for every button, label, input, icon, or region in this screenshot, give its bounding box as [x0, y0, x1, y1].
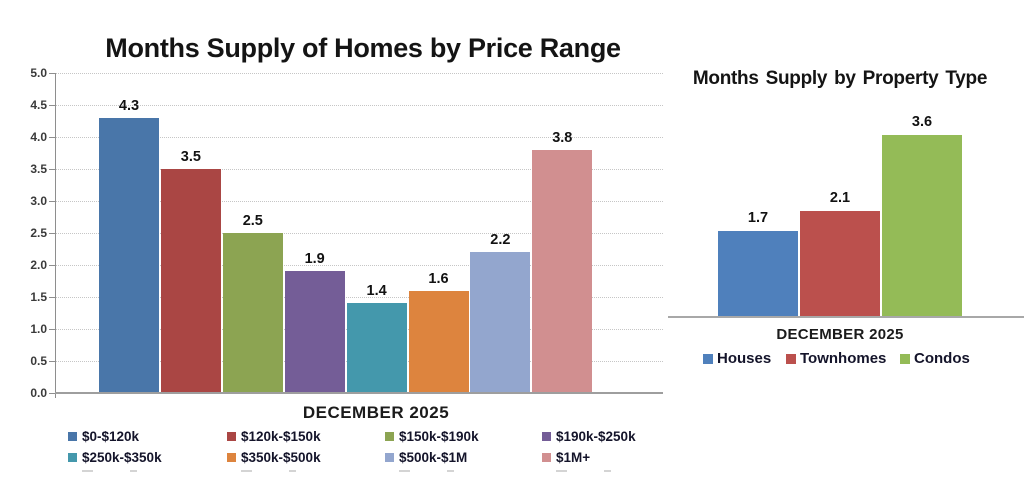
- x-axis-line: [668, 316, 1024, 318]
- y-axis-tick: [49, 105, 55, 106]
- bar-value-label: 3.5: [180, 149, 201, 165]
- legend-item-label: $350k-$500k: [241, 450, 321, 465]
- cropped-content-artifact: [604, 470, 611, 472]
- gridline: [55, 169, 663, 170]
- price-range-chart-title: Months Supply of Homes by Price Range: [105, 33, 621, 63]
- gridline: [55, 105, 663, 106]
- legend-item-label: $120k-$150k: [241, 429, 321, 444]
- bar-condos: [882, 135, 962, 317]
- y-axis-tick-label: 4.5: [30, 98, 47, 112]
- legend-marker: [227, 453, 236, 462]
- cropped-content-artifact: [130, 470, 137, 472]
- bar-value-label: 3.8: [552, 129, 573, 146]
- legend-item-label: $190k-$250k: [556, 429, 636, 444]
- gridline: [55, 233, 663, 234]
- legend-item-label: $250k-$350k: [82, 450, 162, 465]
- y-axis-tick: [49, 201, 55, 202]
- y-axis-tick-label: 1.0: [30, 322, 47, 336]
- bar-price-3: [222, 233, 283, 393]
- gridline: [55, 137, 663, 138]
- price-range-x-axis-label: DECEMBER 2025: [302, 403, 450, 422]
- legend-item-label: $500k-$1M: [399, 450, 468, 465]
- bar-value-label: 3.6: [911, 114, 933, 131]
- legend-marker: [786, 354, 796, 364]
- y-axis-tick: [49, 329, 55, 330]
- legend-marker: [227, 432, 236, 441]
- bar-price-6: [408, 290, 469, 393]
- bar-value-label: 1.9: [304, 251, 325, 268]
- legend-item-label: $0-$120k: [82, 429, 140, 444]
- legend-marker: [68, 432, 77, 441]
- bar-value-label: 2.5: [242, 213, 263, 229]
- bar-value-label: 1.4: [366, 283, 387, 300]
- gridline: [55, 361, 663, 362]
- y-axis-tick: [49, 361, 55, 362]
- y-axis-tick: [49, 393, 55, 394]
- bar-value-label: 2.1: [829, 189, 851, 206]
- y-axis-tick-label: 0.5: [30, 354, 47, 368]
- y-axis-line: [55, 73, 56, 398]
- y-axis-tick: [49, 233, 55, 234]
- bar-value-label: 1.7: [747, 210, 769, 227]
- legend-marker: [542, 453, 551, 462]
- gridline: [55, 73, 663, 74]
- legend-item-label: Townhomes: [800, 350, 887, 367]
- cropped-content-artifact: [399, 470, 410, 472]
- bar-houses: [718, 231, 798, 317]
- property-type-chart-title: Months Supply by Property Type: [692, 68, 988, 89]
- y-axis-tick: [49, 297, 55, 298]
- cropped-content-artifact: [82, 470, 93, 472]
- bar-price-5: [346, 303, 407, 393]
- cropped-content-artifact: [241, 470, 252, 472]
- gridline: [55, 201, 663, 202]
- y-axis-tick: [49, 137, 55, 138]
- legend-item-label: $150k-$190k: [399, 429, 479, 444]
- y-axis-tick: [49, 73, 55, 74]
- legend-marker: [385, 432, 394, 441]
- cropped-content-artifact: [289, 470, 296, 472]
- legend-marker: [68, 453, 77, 462]
- property-type-x-axis-label: DECEMBER 2025: [776, 326, 904, 343]
- y-axis-tick-label: 0.0: [30, 386, 47, 400]
- legend-item-label: $1M+: [556, 450, 591, 465]
- bar-price-7: [470, 252, 531, 393]
- y-axis-tick-label: 2.0: [30, 258, 47, 272]
- bar-townhomes: [800, 210, 880, 317]
- y-axis-tick-label: 4.0: [30, 130, 47, 144]
- gridline: [55, 297, 663, 298]
- bar-value-label: 4.3: [118, 97, 140, 114]
- y-axis-tick: [49, 265, 55, 266]
- legend-marker: [385, 453, 394, 462]
- y-axis-tick-label: 1.5: [30, 290, 47, 304]
- y-axis-tick-label: 3.0: [30, 194, 47, 208]
- y-axis-tick-label: 3.5: [30, 162, 47, 176]
- bar-price-1: [99, 117, 159, 393]
- legend-marker: [542, 432, 551, 441]
- bar-price-4: [284, 271, 345, 393]
- x-axis-line: [55, 392, 663, 394]
- legend-item-label: Condos: [914, 350, 970, 367]
- gridline: [55, 329, 663, 330]
- y-axis-tick-label: 5.0: [30, 66, 47, 80]
- legend-marker: [900, 354, 910, 364]
- legend-marker: [703, 354, 713, 364]
- bar-price-2: [160, 169, 221, 393]
- bar-value-label: 2.2: [490, 232, 511, 249]
- y-axis-tick-label: 2.5: [30, 226, 47, 240]
- cropped-content-artifact: [447, 470, 454, 472]
- legend-item-label: Houses: [717, 350, 772, 367]
- bar-value-label: 1.6: [428, 270, 449, 287]
- y-axis-tick: [49, 169, 55, 170]
- gridline: [55, 265, 663, 266]
- bar-price-8: [532, 149, 593, 393]
- cropped-content-artifact: [556, 470, 567, 472]
